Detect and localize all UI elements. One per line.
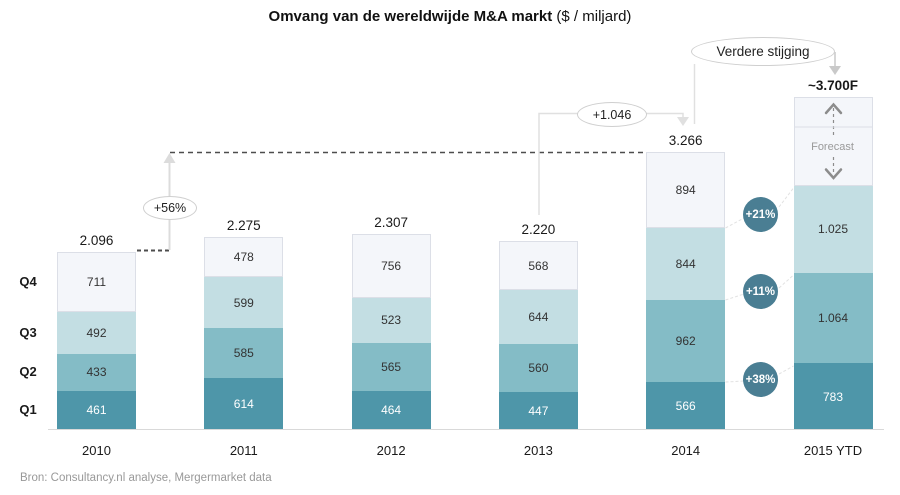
quarter-label-q2: Q2 — [19, 364, 37, 379]
category-label-2011: 2011 — [229, 443, 258, 458]
yoy-badge-q3: +21% — [743, 197, 778, 232]
segment-q1-2011: 614 — [204, 377, 284, 430]
segment-q1-2012: 464 — [351, 390, 431, 430]
segment-q2-2014: 962 — [646, 300, 726, 382]
segment-q3-2010: 492 — [57, 312, 136, 354]
total-label-2015-ytd: ~3.700F — [808, 77, 858, 93]
quarter-label-q1: Q1 — [19, 402, 37, 417]
segment-q2-2013: 560 — [498, 344, 578, 392]
total-label-2011: 2.275 — [226, 217, 261, 233]
total-label-2013: 2.220 — [521, 222, 556, 238]
segment-q2-2010: 433 — [57, 354, 136, 391]
quarter-label-q4: Q4 — [19, 274, 37, 289]
increase-1046-callout: +1.046 — [577, 102, 647, 127]
source-note: Bron: Consultancy.nl analyse, Mergermark… — [20, 472, 272, 484]
x-axis-line — [48, 429, 884, 430]
segment-q3-2013: 644 — [498, 289, 578, 345]
chart-title-main: Omvang van de wereldwijde M&A markt — [268, 8, 553, 25]
total-label-2012: 2.307 — [374, 214, 408, 230]
segment-q3-2012: 523 — [351, 298, 431, 343]
category-label-2012: 2012 — [376, 443, 406, 458]
quarter-label-q3: Q3 — [19, 325, 37, 340]
segment-q4-2012: 756 — [351, 233, 431, 299]
segment-q3-2011: 599 — [204, 277, 284, 329]
segment-q1-2010: 461 — [57, 390, 136, 430]
total-label-2014: 3.266 — [668, 133, 703, 149]
category-label-2013: 2013 — [523, 443, 553, 458]
chart-title-unit: ($ / miljard) — [552, 8, 632, 25]
segment-q1-2013: 447 — [498, 392, 578, 430]
forecast-label: Forecast — [811, 141, 854, 153]
segment-q4-2011: 478 — [204, 236, 284, 278]
yoy-badge-q1: +38% — [743, 362, 778, 397]
further-increase-callout: Verdere stijging — [691, 37, 835, 66]
growth-56-callout: +56% — [143, 196, 197, 220]
segment-q4-2013: 568 — [498, 241, 578, 290]
chart-title: Omvang van de wereldwijde M&A markt ($ /… — [0, 8, 900, 25]
segment-q3-2014: 844 — [646, 228, 726, 301]
category-label-2015-ytd: 2015 YTD — [803, 443, 863, 458]
yoy-badge-q2: +11% — [743, 274, 778, 309]
category-label-2010: 2010 — [82, 443, 111, 458]
segment-q2-2011: 585 — [204, 328, 284, 378]
segment-q2-2015-ytd: 1.064 — [793, 273, 873, 364]
segment-q1-2015-ytd: 783 — [793, 363, 873, 430]
total-label-2010: 2.096 — [79, 232, 114, 248]
segment-q4-2014: 894 — [646, 152, 726, 229]
segment-q3-2015-ytd: 1.025 — [793, 185, 873, 273]
segment-q1-2014: 566 — [646, 381, 726, 430]
category-label-2014: 2014 — [671, 443, 701, 458]
segment-q2-2012: 565 — [351, 342, 431, 391]
segment-q4-2010: 711 — [57, 251, 136, 313]
